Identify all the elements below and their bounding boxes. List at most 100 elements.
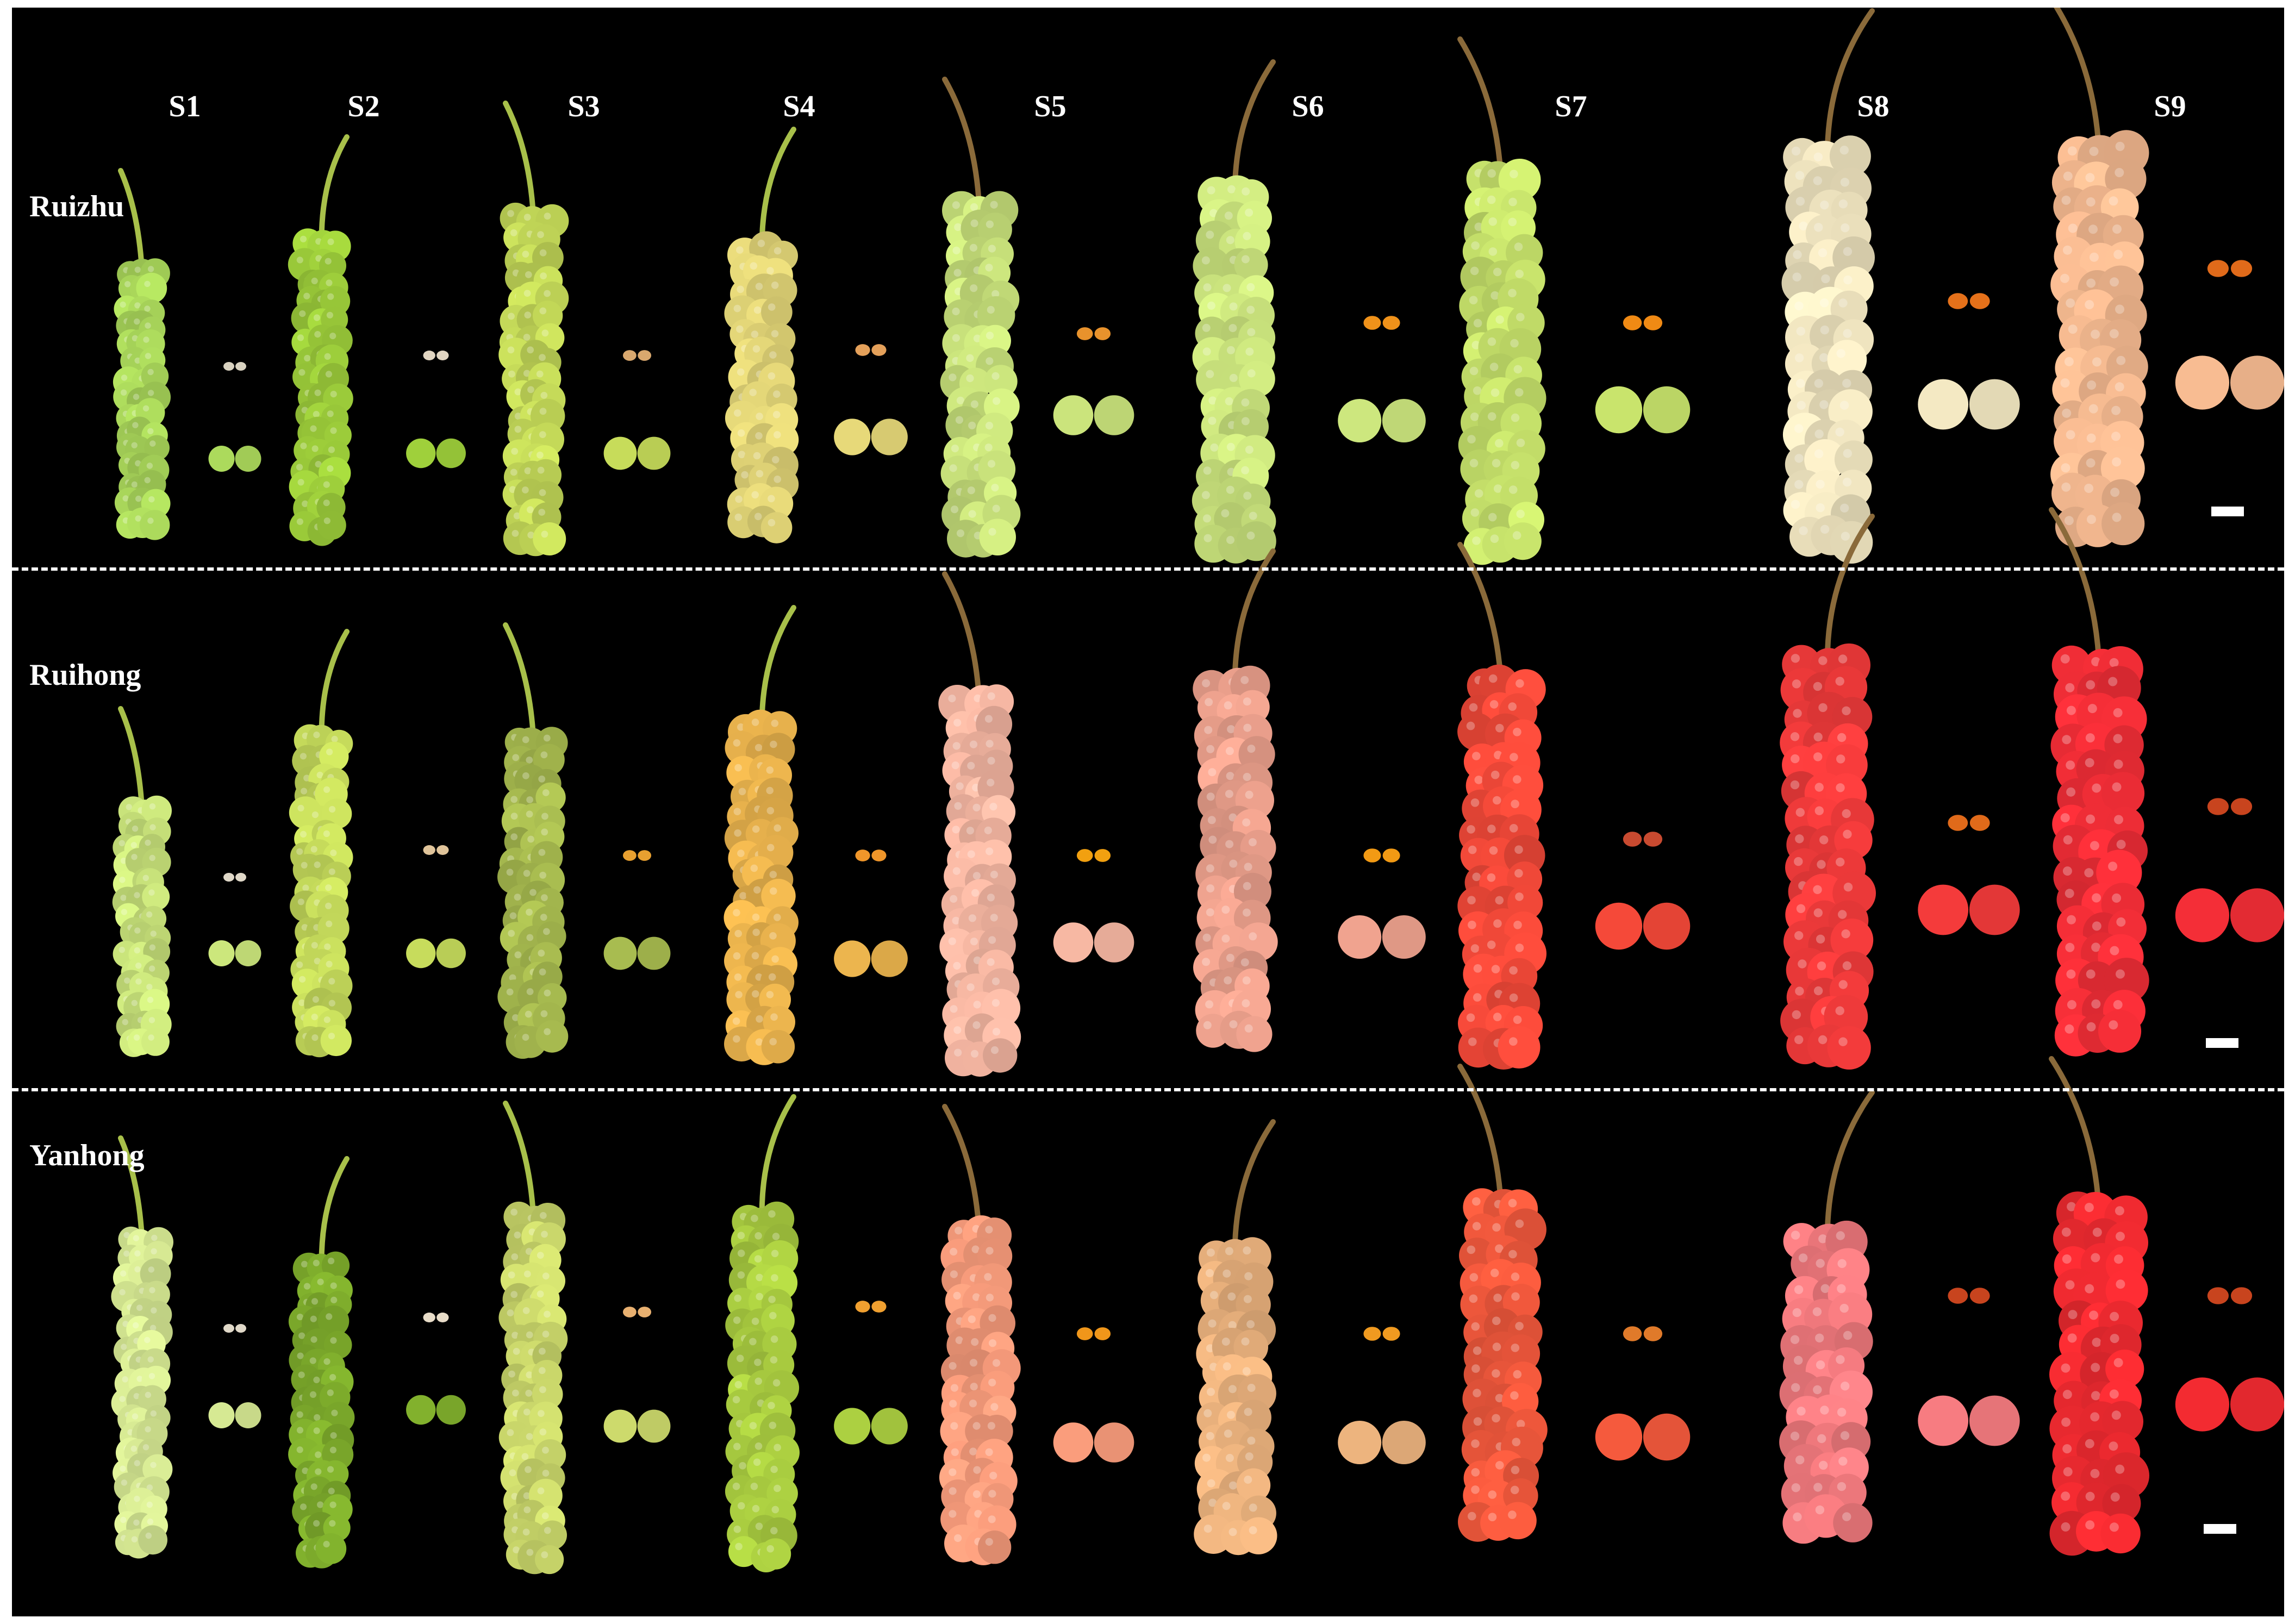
berry-highlight [2063, 171, 2073, 181]
berry-highlight [130, 1445, 137, 1452]
berry-highlight [301, 861, 308, 869]
berry-highlight [951, 1448, 959, 1456]
berry-highlight [544, 1310, 551, 1318]
berry-highlight [1206, 792, 1215, 801]
berry-highlight [1241, 1337, 1250, 1346]
berry-highlight [1493, 267, 1502, 277]
seed [1382, 316, 1400, 330]
berry [140, 510, 170, 540]
berry-highlight [297, 334, 304, 341]
berry-half [637, 1409, 671, 1443]
berry-highlight [2111, 1410, 2121, 1420]
berry-highlight [1837, 1408, 1847, 1417]
berry-highlight [1247, 369, 1256, 378]
berry-highlight [323, 1541, 330, 1548]
berry-highlight [967, 486, 975, 495]
berry [761, 296, 793, 328]
berry-highlight [1812, 1307, 1822, 1316]
seed [2207, 1287, 2229, 1304]
berry-highlight [987, 778, 995, 786]
berry-highlight [1821, 274, 1830, 284]
berry-highlight [136, 1376, 143, 1382]
berry-highlight [2087, 515, 2096, 524]
berry-highlight [768, 495, 775, 503]
berry-highlight [1467, 1245, 1476, 1254]
seed [871, 1301, 887, 1313]
fruit-cluster [724, 127, 799, 544]
berry-highlight [1516, 1420, 1525, 1428]
berry-half [436, 1395, 466, 1425]
seed [622, 850, 637, 861]
berry-highlight [537, 1487, 545, 1495]
berry-highlight [2091, 999, 2101, 1009]
berry-highlight [1836, 754, 1845, 764]
berry-highlight [950, 1005, 958, 1013]
berry-highlight [539, 354, 546, 361]
berry-highlight [734, 1294, 741, 1302]
berry-highlight [2109, 1020, 2118, 1030]
berry-highlight [974, 1510, 982, 1518]
berry-highlight [300, 235, 307, 242]
berry-highlight [1243, 773, 1251, 781]
berry-highlight [2063, 835, 2073, 845]
berry [140, 1258, 171, 1290]
berry-highlight [1202, 679, 1211, 688]
berry-highlight [326, 920, 333, 927]
berry-highlight [1243, 697, 1251, 706]
berry-highlight [1241, 417, 1250, 426]
berry-highlight [1794, 301, 1804, 311]
berry-highlight [1836, 857, 1845, 867]
fruit-cluster [1779, 1090, 1875, 1544]
berry-highlight [2066, 430, 2075, 440]
berry-highlight [968, 914, 976, 922]
berry-highlight [732, 1396, 740, 1403]
berry-highlight [2062, 408, 2072, 418]
berry-highlight [2114, 1254, 2123, 1264]
berry-highlight [510, 813, 518, 820]
berry-highlight [1228, 1321, 1237, 1329]
seed [871, 344, 887, 356]
berry-highlight [752, 1504, 760, 1513]
berry-highlight [1509, 1037, 1518, 1046]
berry-highlight [970, 938, 978, 946]
berry-highlight [507, 346, 515, 354]
berry-highlight [2086, 458, 2096, 468]
berry-highlight [772, 411, 781, 419]
berry-highlight [143, 336, 149, 343]
berry-highlight [1240, 958, 1249, 967]
berry-highlight [1791, 499, 1800, 509]
berry-highlight [1790, 780, 1800, 790]
berry-highlight [1819, 298, 1829, 308]
berry-highlight [146, 463, 153, 469]
berry-highlight [1791, 1231, 1800, 1240]
berry-highlight [526, 757, 533, 764]
fruit-cluster [2049, 507, 2149, 1057]
cultivar-label-ruihong: Ruihong [29, 658, 141, 692]
berry-half [1338, 1421, 1382, 1464]
berry-highlight [955, 1336, 963, 1344]
berry-highlight [987, 958, 995, 966]
berry-highlight [130, 842, 137, 848]
berry-highlight [1515, 270, 1524, 278]
berry-highlight [2065, 1024, 2074, 1034]
berry-highlight [1790, 1432, 1800, 1441]
berry-highlight [1795, 986, 1804, 996]
berry [2104, 958, 2149, 1003]
berry-highlight [1228, 1481, 1237, 1490]
berry-highlight [148, 1266, 154, 1273]
berry-highlight [540, 914, 547, 921]
berry-half [1918, 884, 1969, 935]
berry-highlight [1835, 427, 1844, 437]
berry-highlight [2066, 298, 2075, 308]
berry-highlight [1227, 1410, 1235, 1419]
berry-highlight [136, 1304, 143, 1311]
berry-highlight [1203, 1021, 1212, 1029]
berry-highlight [1244, 1272, 1253, 1281]
berry-highlight [330, 427, 337, 434]
berry-highlight [2065, 942, 2075, 952]
berry-highlight [1208, 396, 1217, 405]
berry-highlight [1509, 824, 1518, 833]
berry-highlight [1249, 511, 1257, 520]
berry-highlight [2110, 1311, 2119, 1321]
berry-highlight [149, 440, 156, 447]
